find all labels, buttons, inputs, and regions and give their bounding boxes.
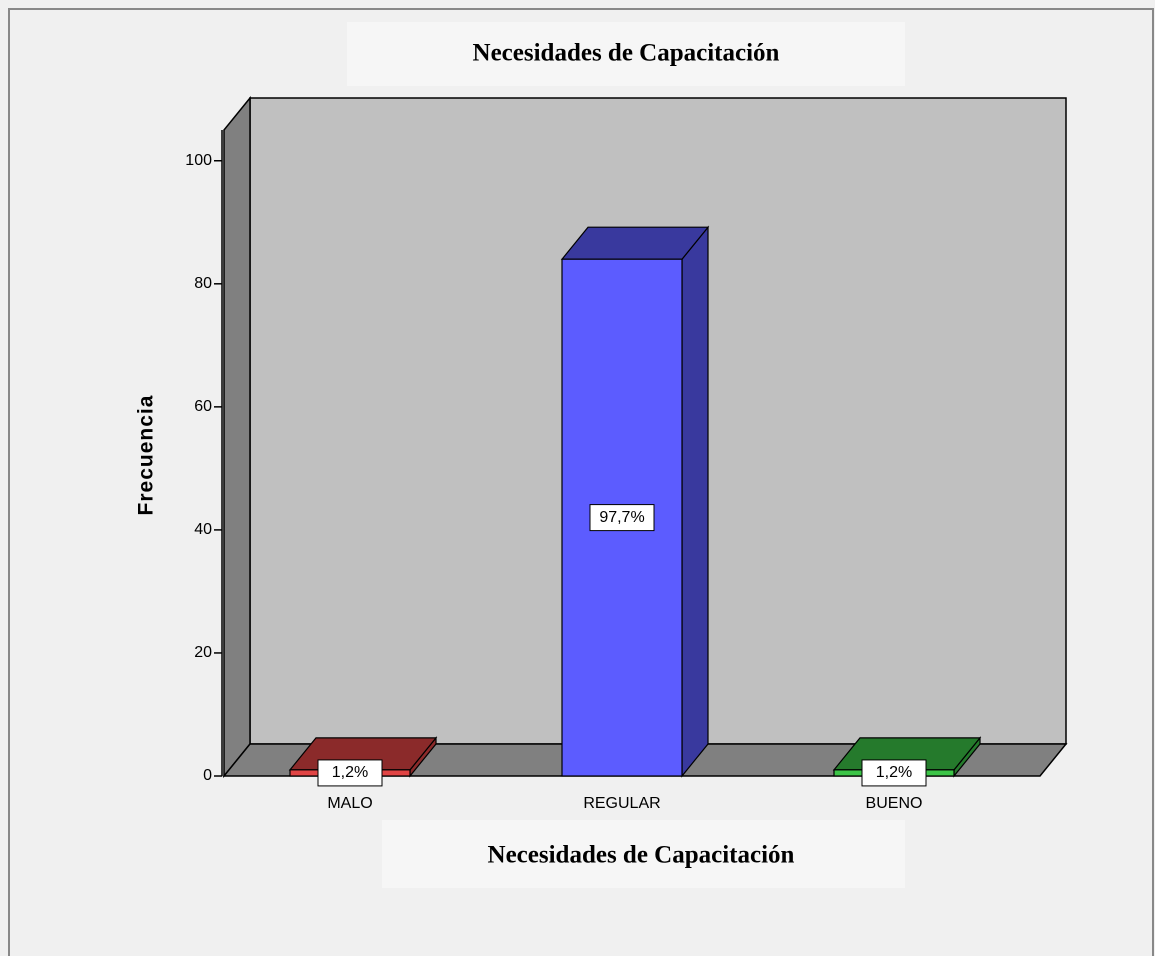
y-tick-label: 80 [194,275,212,292]
y-tick-label: 60 [194,398,212,415]
data-label: 1,2% [332,764,368,781]
data-label: 1,2% [876,764,912,781]
bar-side [681,225,709,778]
y-tick-label: 20 [194,644,212,661]
x-axis-title: Necesidades de Capacitación [488,842,795,869]
chart-title: Necesidades de Capacitación [473,40,780,67]
left-wall [223,95,251,779]
bar-top [560,226,710,260]
title-box [347,22,905,86]
data-label-box [861,759,927,787]
y-axis-title: Frecuencia [135,395,158,516]
data-label-box [317,759,383,787]
x-tick-label: MALO [327,795,372,812]
x-tick-label: BUENO [866,795,923,812]
y-tick-label: 100 [185,152,212,169]
x-tick-label: REGULAR [583,795,660,812]
y-tick-label: 40 [194,521,212,538]
data-label: 97,7% [599,509,644,526]
y-tick-label: 0 [203,767,212,784]
x-title-box [382,820,905,888]
data-label-box [589,504,655,532]
